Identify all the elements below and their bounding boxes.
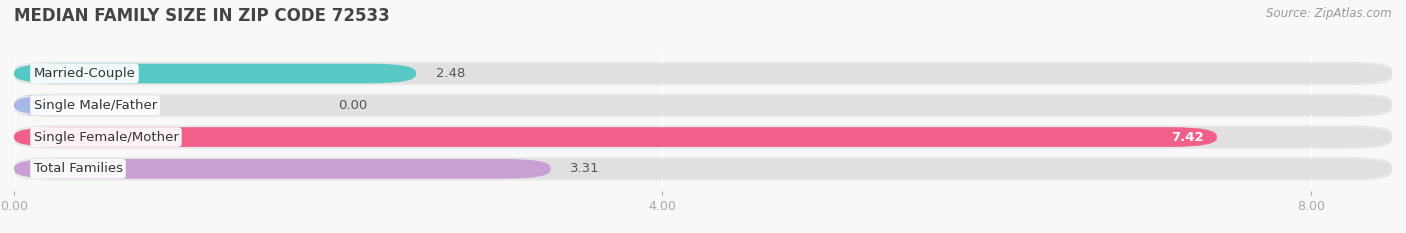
FancyBboxPatch shape <box>14 159 1392 179</box>
Text: Source: ZipAtlas.com: Source: ZipAtlas.com <box>1267 7 1392 20</box>
Text: 7.42: 7.42 <box>1171 130 1204 144</box>
FancyBboxPatch shape <box>14 157 1392 181</box>
FancyBboxPatch shape <box>14 64 416 83</box>
FancyBboxPatch shape <box>14 96 59 115</box>
Text: Total Families: Total Families <box>34 162 122 175</box>
Text: 3.31: 3.31 <box>569 162 600 175</box>
FancyBboxPatch shape <box>14 127 1216 147</box>
Text: 2.48: 2.48 <box>436 67 465 80</box>
Text: Single Female/Mother: Single Female/Mother <box>34 130 179 144</box>
Text: 0.00: 0.00 <box>339 99 367 112</box>
Text: Married-Couple: Married-Couple <box>34 67 135 80</box>
FancyBboxPatch shape <box>14 125 1392 149</box>
FancyBboxPatch shape <box>14 93 1392 117</box>
FancyBboxPatch shape <box>14 64 1392 83</box>
FancyBboxPatch shape <box>14 62 1392 85</box>
Text: MEDIAN FAMILY SIZE IN ZIP CODE 72533: MEDIAN FAMILY SIZE IN ZIP CODE 72533 <box>14 7 389 25</box>
FancyBboxPatch shape <box>14 127 1392 147</box>
FancyBboxPatch shape <box>14 96 1392 115</box>
Text: Single Male/Father: Single Male/Father <box>34 99 156 112</box>
FancyBboxPatch shape <box>14 159 551 179</box>
